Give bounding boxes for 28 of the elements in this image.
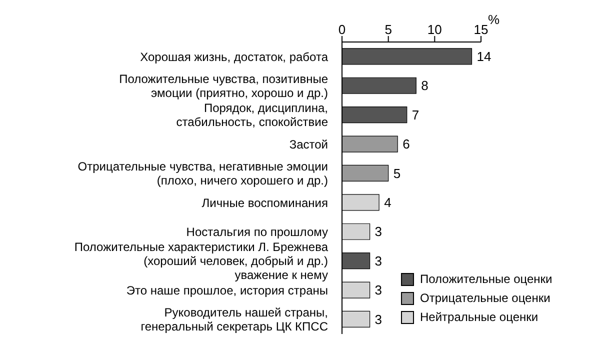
y-tick-label: Положительные чувства, позитивные эмоции (приятно, хорошо и др.): [119, 72, 328, 100]
y-tick-label: Положительные характеристики Л. Брежнева (хороший человек, добрый и др.) уважение к нему: [74, 240, 328, 282]
data-label: 8: [421, 78, 428, 94]
x-tick-label: 10: [427, 22, 442, 37]
x-tick-label: 5: [384, 22, 392, 37]
x-axis-title: %: [488, 12, 500, 27]
legend-label: Отрицательные оценки: [420, 290, 550, 307]
data-label: 3: [374, 253, 382, 268]
y-tick-label: Личные воспоминания: [202, 196, 328, 210]
y-tick-label: Застой: [289, 137, 328, 152]
data-label: 6: [402, 136, 410, 152]
data-label: 4: [384, 195, 392, 210]
y-tick-label: Руководитель нашей страны, генеральный секретарь ЦК КПСС: [140, 306, 328, 334]
data-label: 14: [476, 49, 492, 64]
x-tick-label: 0: [338, 22, 346, 37]
y-tick-label: Отрицательные чувства, негативные эмоции (плохо, ничего хорошего и др.): [78, 160, 328, 188]
x-tick-label: 15: [474, 22, 488, 37]
y-tick-label: Порядок, дисциплина, стабильность, спокойствие: [176, 101, 328, 130]
data-label: 3: [374, 282, 382, 298]
data-label: 7: [412, 107, 420, 122]
y-tick-label: Ностальгия по прошлому: [186, 225, 328, 239]
data-label: 3: [374, 312, 382, 327]
legend-label: Положительные оценки: [420, 271, 552, 288]
y-tick-label: Это наше прошлое, история страны: [126, 283, 328, 298]
data-label: 3: [374, 224, 382, 240]
legend-label: Нейтральные оценки: [420, 309, 538, 326]
y-tick-label: Хорошая жизнь, достаток, работа: [140, 50, 328, 64]
data-label: 5: [393, 166, 401, 181]
